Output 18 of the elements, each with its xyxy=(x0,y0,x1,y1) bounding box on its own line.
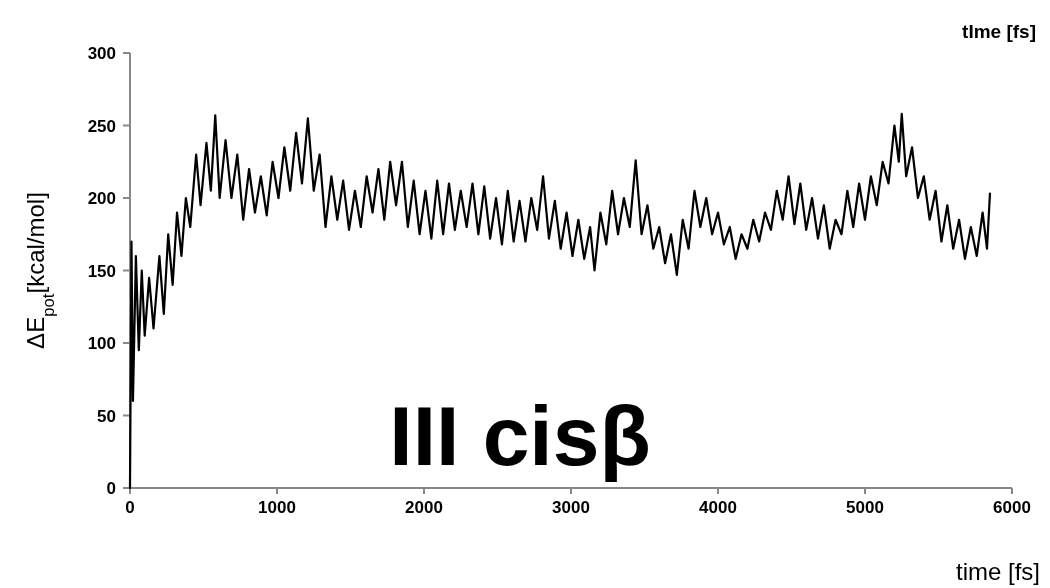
y-tick-label: 50 xyxy=(97,406,116,426)
y-tick-label: 0 xyxy=(106,479,116,498)
y-tick-label: 200 xyxy=(87,189,116,208)
annotation: III cisβ xyxy=(389,389,651,483)
x-tick-label: 4000 xyxy=(699,498,737,517)
x-axis-title: time [fs] xyxy=(955,558,1040,585)
y-tick-label: 300 xyxy=(87,44,116,63)
x-tick-label: 3000 xyxy=(552,498,590,517)
x-tick-label: 1000 xyxy=(258,498,296,517)
x-tick-label: 2000 xyxy=(405,498,443,517)
y-tick-label: 250 xyxy=(87,116,116,136)
y-tick-label: 100 xyxy=(87,334,116,353)
x-tick-label: 6000 xyxy=(993,498,1031,517)
line-series xyxy=(128,112,992,490)
x-tick-label: 0 xyxy=(125,498,135,517)
y-tick-label: 150 xyxy=(87,261,116,281)
text: tIme [fs] xyxy=(962,21,1036,42)
x-tick-label: 5000 xyxy=(846,498,884,517)
